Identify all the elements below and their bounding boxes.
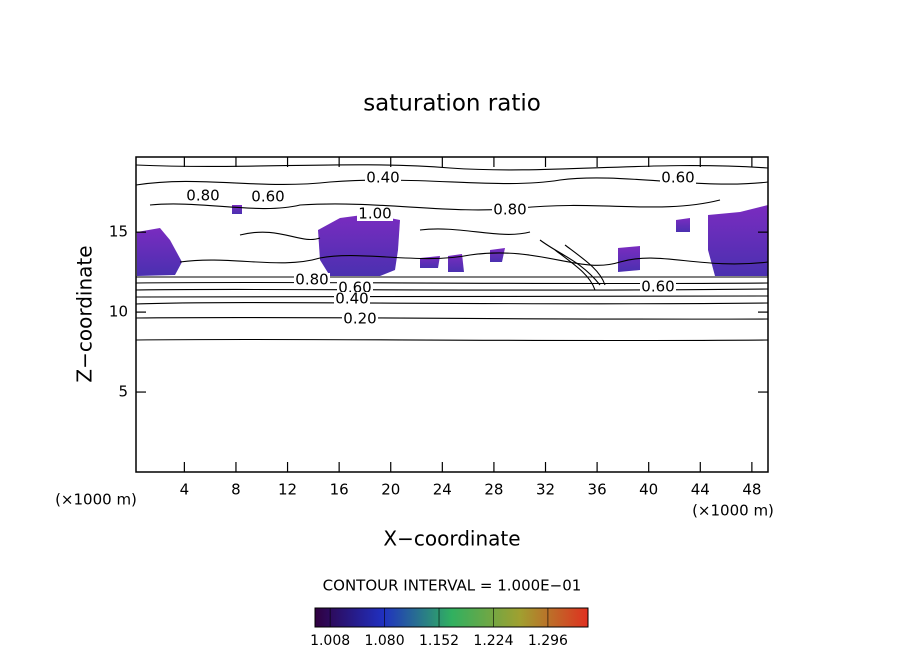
contour-label: 0.40: [335, 290, 368, 308]
colorbar-label: 1.152: [419, 633, 459, 649]
colorbar-label: 1.008: [310, 633, 350, 649]
contour-label-bg: [640, 280, 676, 294]
x-tick-label: 4: [180, 481, 190, 499]
x-tick-label: 36: [588, 481, 607, 499]
x-unit-label: (×1000 m): [692, 502, 774, 520]
contour-label: 0.40: [366, 169, 399, 187]
x-tick-label: 44: [691, 481, 710, 499]
contour-label-bg: [250, 190, 286, 204]
y-axis-label: Z−coordinate: [73, 245, 97, 382]
y-tick-label: 15: [109, 223, 128, 241]
contour-label-bg: [185, 189, 221, 203]
chart-title: saturation ratio: [363, 91, 541, 117]
x-tick-label: 12: [278, 481, 297, 499]
contour-label: 0.60: [661, 169, 694, 187]
colorbar-label: 1.296: [528, 633, 568, 649]
y-tick-label: 5: [118, 383, 128, 401]
contour-label-bg: [492, 203, 528, 217]
contour-label-bg: [294, 273, 330, 287]
contour-lines: [135, 164, 769, 342]
contour-interval: CONTOUR INTERVAL = 1.000E−01: [323, 577, 582, 595]
contour-label-bg: [357, 207, 393, 221]
x-tick-label: 8: [231, 481, 241, 499]
x-tick-label: 40: [639, 481, 658, 499]
contour-label: 0.80: [295, 271, 328, 289]
contour-label: 1.00: [358, 205, 391, 223]
contour-label: 0.60: [641, 278, 674, 296]
contour-label: 0.80: [186, 187, 219, 205]
x-tick-label: 20: [381, 481, 400, 499]
x-tick-label: 16: [330, 481, 349, 499]
colorbar-label: 1.080: [365, 633, 405, 649]
contour-label-bg: [337, 281, 373, 295]
y-unit-label: (×1000 m): [55, 491, 137, 509]
x-tick-label: 24: [433, 481, 452, 499]
plot-frame: [135, 156, 769, 473]
contour-label: 0.60: [251, 188, 284, 206]
contour-label-bg: [334, 292, 370, 306]
colorbar: [314, 607, 589, 628]
contour-label: 0.80: [493, 201, 526, 219]
contour-label-bg: [365, 171, 401, 185]
x-tick-label: 28: [484, 481, 503, 499]
x-tick-label: 32: [536, 481, 555, 499]
colorbar-label: 1.224: [473, 633, 513, 649]
x-axis-label: X−coordinate: [383, 527, 520, 551]
y-tick-label: 10: [109, 303, 128, 321]
x-tick-label: 48: [742, 481, 761, 499]
contour-label-bg: [342, 312, 378, 326]
saturated-regions: [137, 205, 768, 276]
contour-label-bg: [660, 171, 696, 185]
contour-label: 0.20: [343, 310, 376, 328]
